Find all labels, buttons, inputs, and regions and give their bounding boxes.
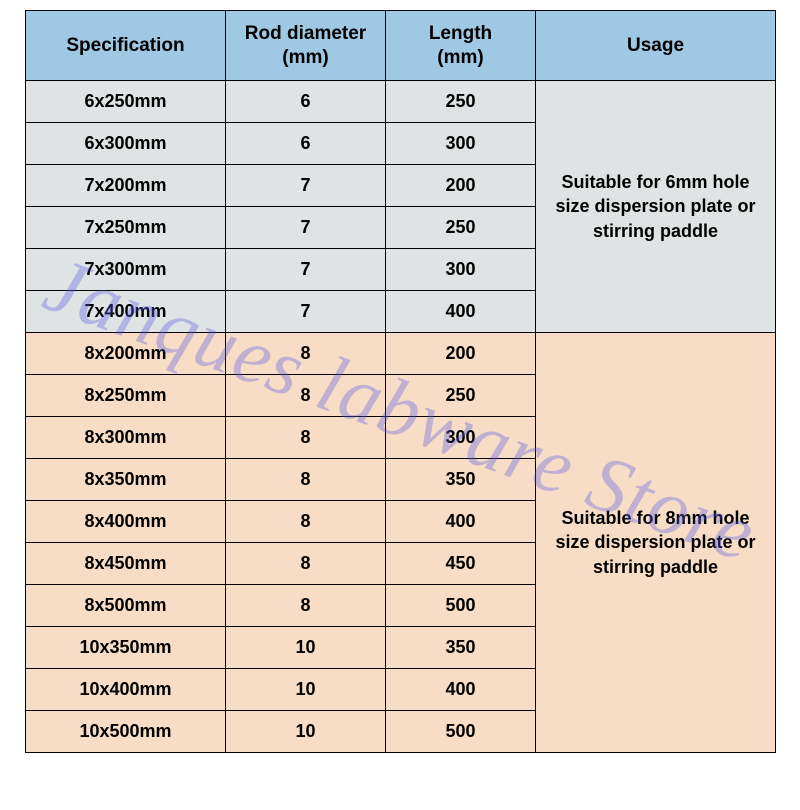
- cell-length: 250: [386, 207, 536, 249]
- cell-diameter: 8: [226, 459, 386, 501]
- cell-spec: 7x250mm: [26, 207, 226, 249]
- cell-spec: 8x200mm: [26, 333, 226, 375]
- cell-diameter: 7: [226, 291, 386, 333]
- cell-diameter: 10: [226, 711, 386, 753]
- table-row: 6x250mm6250Suitable for 6mm hole size di…: [26, 81, 776, 123]
- cell-spec: 7x300mm: [26, 249, 226, 291]
- cell-spec: 10x350mm: [26, 627, 226, 669]
- cell-spec: 8x300mm: [26, 417, 226, 459]
- cell-spec: 7x200mm: [26, 165, 226, 207]
- cell-diameter: 8: [226, 333, 386, 375]
- cell-length: 500: [386, 711, 536, 753]
- cell-diameter: 10: [226, 669, 386, 711]
- cell-diameter: 10: [226, 627, 386, 669]
- cell-spec: 7x400mm: [26, 291, 226, 333]
- col-header-2: Length(mm): [386, 11, 536, 81]
- cell-length: 400: [386, 291, 536, 333]
- cell-spec: 6x250mm: [26, 81, 226, 123]
- cell-length: 300: [386, 249, 536, 291]
- cell-diameter: 8: [226, 417, 386, 459]
- cell-length: 300: [386, 123, 536, 165]
- cell-diameter: 6: [226, 81, 386, 123]
- cell-length: 300: [386, 417, 536, 459]
- spec-table: SpecificationRod diameter(mm)Length(mm)U…: [25, 10, 776, 753]
- cell-spec: 10x500mm: [26, 711, 226, 753]
- table-header-row: SpecificationRod diameter(mm)Length(mm)U…: [26, 11, 776, 81]
- cell-diameter: 8: [226, 501, 386, 543]
- cell-spec: 6x300mm: [26, 123, 226, 165]
- cell-diameter: 6: [226, 123, 386, 165]
- cell-length: 400: [386, 669, 536, 711]
- cell-length: 200: [386, 333, 536, 375]
- cell-diameter: 8: [226, 585, 386, 627]
- col-header-3: Usage: [536, 11, 776, 81]
- cell-length: 350: [386, 627, 536, 669]
- cell-length: 350: [386, 459, 536, 501]
- cell-diameter: 7: [226, 249, 386, 291]
- col-header-1: Rod diameter(mm): [226, 11, 386, 81]
- cell-usage: Suitable for 6mm hole size dispersion pl…: [536, 81, 776, 333]
- cell-usage: Suitable for 8mm hole size dispersion pl…: [536, 333, 776, 753]
- cell-spec: 8x400mm: [26, 501, 226, 543]
- cell-length: 450: [386, 543, 536, 585]
- cell-spec: 8x500mm: [26, 585, 226, 627]
- cell-spec: 10x400mm: [26, 669, 226, 711]
- cell-diameter: 7: [226, 207, 386, 249]
- table-row: 8x200mm8200Suitable for 8mm hole size di…: [26, 333, 776, 375]
- col-header-0: Specification: [26, 11, 226, 81]
- cell-length: 400: [386, 501, 536, 543]
- cell-diameter: 7: [226, 165, 386, 207]
- cell-length: 200: [386, 165, 536, 207]
- cell-diameter: 8: [226, 375, 386, 417]
- cell-length: 250: [386, 81, 536, 123]
- cell-spec: 8x250mm: [26, 375, 226, 417]
- cell-diameter: 8: [226, 543, 386, 585]
- cell-spec: 8x450mm: [26, 543, 226, 585]
- cell-length: 500: [386, 585, 536, 627]
- cell-length: 250: [386, 375, 536, 417]
- cell-spec: 8x350mm: [26, 459, 226, 501]
